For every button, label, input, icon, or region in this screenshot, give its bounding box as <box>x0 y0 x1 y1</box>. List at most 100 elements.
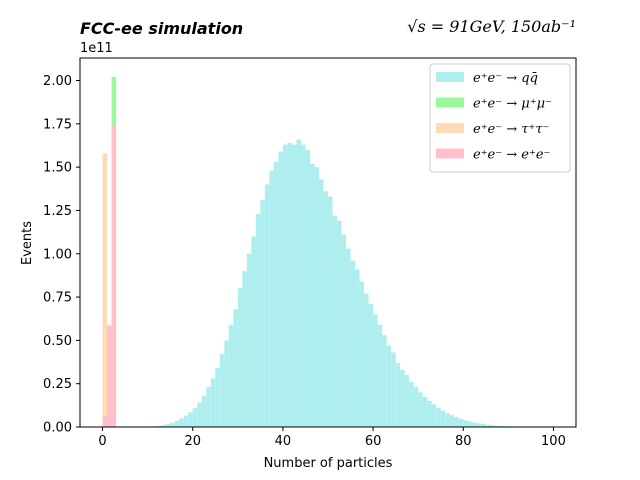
bar-series-0-bin-30 <box>237 288 243 427</box>
x-tick-label: 80 <box>455 434 472 449</box>
bar-series-0-bin-42 <box>291 144 297 427</box>
x-axis-label: Number of particles <box>264 456 393 471</box>
bar-series-0-bin-49 <box>323 191 328 427</box>
legend-label: e⁺e⁻ → τ⁺τ⁻ <box>473 122 549 137</box>
plot-frame <box>79 57 577 428</box>
bar-series-0-bin-24 <box>210 378 216 427</box>
bar-series-0-bin-76 <box>445 413 450 427</box>
bar-series-0-bin-37 <box>269 170 274 428</box>
bar-series-0-bin-43 <box>296 139 301 428</box>
bar-series-0-bin-14 <box>165 424 171 427</box>
bar-series-0-bin-69 <box>413 387 419 427</box>
bar-series-0-bin-63 <box>386 345 392 427</box>
bar-series-0-bin-28 <box>228 324 234 427</box>
bar-series-0-bin-17 <box>179 418 184 427</box>
bar-series-0-bin-58 <box>364 293 369 427</box>
bar-series-0-bin-77 <box>449 415 455 427</box>
bars-layer <box>102 77 554 428</box>
bar-series-0-bin-55 <box>350 260 356 427</box>
bar-series-0-bin-84 <box>481 424 486 427</box>
bar-series-0-bin-25 <box>215 368 220 427</box>
x-tick-label: 20 <box>184 434 201 449</box>
x-tick-label: 100 <box>541 434 566 449</box>
bar-series-0-bin-45 <box>305 149 310 427</box>
bar-series-0-bin-32 <box>246 253 252 427</box>
y-tick-label: 0.75 <box>43 291 72 306</box>
bar-series-0-bin-48 <box>318 179 324 427</box>
bar-series-0-bin-78 <box>454 417 459 427</box>
bar-series-0-bin-50 <box>328 196 333 427</box>
bar-series-0-bin-21 <box>197 402 202 427</box>
y-tick-label: 0.25 <box>43 377 72 392</box>
bar-series-0-bin-82 <box>472 422 477 427</box>
bar-series-0-bin-33 <box>251 236 256 427</box>
y-axis-offset-label: 1e11 <box>80 41 113 56</box>
bar-series-0-bin-13 <box>161 425 166 427</box>
bar-series-0-bin-53 <box>341 234 347 427</box>
legend-swatch <box>436 97 464 108</box>
bar-series-0-bin-79 <box>458 418 464 427</box>
bar-series-0-bin-23 <box>206 387 211 427</box>
y-tick-label: 1.00 <box>43 247 72 262</box>
bar-series-0-bin-26 <box>219 354 225 427</box>
bar-series-0-bin-67 <box>404 375 410 427</box>
bar-series-0-bin-34 <box>255 213 261 427</box>
x-tick-label: 0 <box>98 434 106 449</box>
bar-series-0-bin-16 <box>174 420 180 427</box>
y-tick-label: 1.75 <box>43 117 72 132</box>
legend: e⁺e⁻ → qq̄ e⁺e⁻ → μ⁺μ⁻ e⁺e⁻ → τ⁺τ⁻ e⁺e⁻ → e… <box>429 63 571 173</box>
bar-series-0-bin-12 <box>156 425 162 427</box>
y-tick-label: 0.50 <box>43 334 72 349</box>
legend-box <box>429 63 571 173</box>
bar-series-0-bin-75 <box>440 410 446 427</box>
bar-series-0-bin-81 <box>467 421 473 427</box>
bar-series-0-bin-71 <box>422 396 428 427</box>
bar-series-0-bin-57 <box>359 281 365 427</box>
bar-series-0-bin-60 <box>373 314 378 427</box>
bar-series-3-bin-0 <box>102 416 108 427</box>
bar-series-3-bin-1 <box>107 326 112 427</box>
bar-series-0-bin-47 <box>314 167 319 427</box>
bar-series-0-bin-65 <box>395 362 401 427</box>
bar-series-3-bin-2 <box>111 125 117 427</box>
legend-swatch <box>436 72 464 82</box>
x-tick-label: 60 <box>365 434 382 449</box>
bar-series-0-bin-39 <box>278 151 283 428</box>
chart-title-left: FCC-ee simulation <box>80 19 243 38</box>
bar-series-0-bin-41 <box>287 142 292 427</box>
bar-series-0-bin-22 <box>201 395 207 427</box>
y-tick-label: 2.00 <box>43 74 72 89</box>
bar-series-0-bin-87 <box>494 425 500 427</box>
x-axis: 0 20 40 60 80 100 <box>98 427 566 449</box>
bar-series-0-bin-19 <box>188 412 193 427</box>
bar-series-0-bin-51 <box>332 215 338 427</box>
bar-series-0-bin-54 <box>346 248 351 427</box>
y-tick-label: 1.25 <box>43 204 72 219</box>
bar-series-0-bin-68 <box>409 381 414 427</box>
y-tick-label: 1.50 <box>43 161 72 176</box>
bar-series-0-bin-52 <box>337 220 342 427</box>
bar-series-0-bin-64 <box>391 352 396 427</box>
chart-title-right: √s = 91GeV, 150ab⁻¹ <box>407 17 576 36</box>
legend-label: e⁺e⁻ → μ⁺μ⁻ <box>473 97 552 112</box>
bar-series-2-bin-0 <box>102 153 108 427</box>
bar-series-0-bin-72 <box>427 401 432 427</box>
bar-series-0-bin-40 <box>282 144 288 427</box>
bar-series-0-bin-18 <box>183 415 189 427</box>
bar-series-0-bin-62 <box>382 335 387 427</box>
bar-series-0-bin-38 <box>273 161 279 427</box>
bar-series-0-bin-61 <box>377 324 383 427</box>
bar-series-0-bin-46 <box>309 163 315 427</box>
bar-series-0-bin-56 <box>355 269 360 427</box>
bar-series-0-bin-80 <box>463 420 468 427</box>
bar-series-0-bin-35 <box>260 200 265 427</box>
bar-series-0-bin-36 <box>264 184 270 427</box>
bar-series-0-bin-85 <box>485 424 491 427</box>
bar-series-0-bin-88 <box>499 425 504 427</box>
bar-series-0-bin-20 <box>192 408 198 427</box>
bar-series-0-bin-59 <box>368 304 374 427</box>
bar-series-0-bin-86 <box>490 425 495 427</box>
x-tick-label: 40 <box>275 434 292 449</box>
